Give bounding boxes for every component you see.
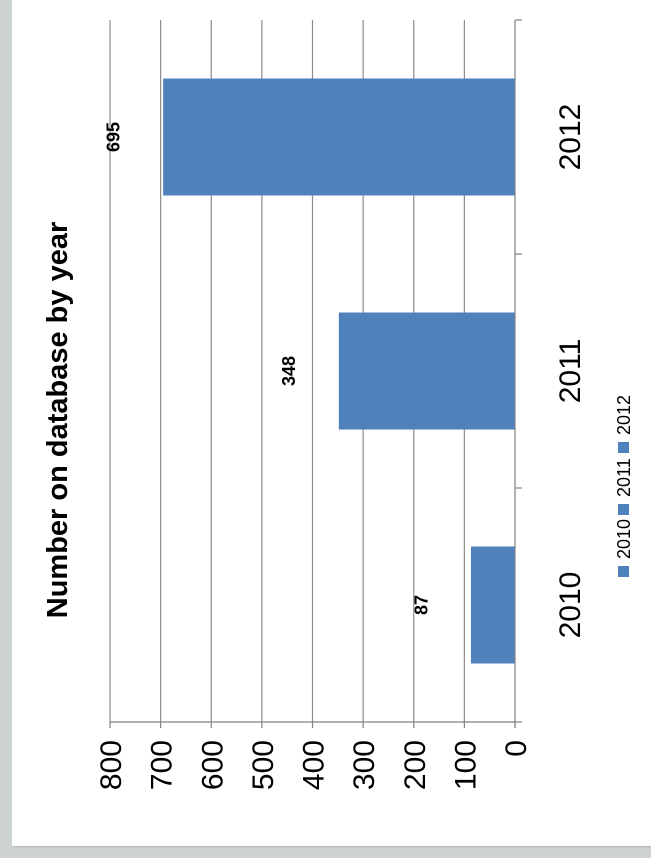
- category-label-2012: 2012: [554, 104, 587, 171]
- value-tick-label: 700: [146, 740, 179, 790]
- chart-title: Number on database by year: [42, 222, 74, 618]
- axes: [109, 19, 522, 728]
- bar-2010: [470, 546, 515, 664]
- category-label-2010: 2010: [554, 572, 587, 639]
- legend: 2010 2011 2012: [614, 395, 634, 577]
- value-tick-label: 0: [500, 740, 533, 757]
- legend-label: 2010: [614, 519, 634, 559]
- category-label-2011: 2011: [554, 339, 587, 404]
- legend-swatch: [618, 566, 629, 577]
- bar-2011: [338, 312, 515, 430]
- value-tick-label: 300: [348, 740, 381, 790]
- bar-2012: [163, 78, 515, 196]
- data-label-2011: 348: [279, 356, 299, 386]
- data-labels: 87 348 695: [104, 122, 432, 615]
- legend-swatch: [618, 504, 629, 515]
- legend-swatch: [618, 442, 629, 453]
- bars: [163, 78, 515, 664]
- data-label-2012: 695: [104, 122, 124, 152]
- value-tick-label: 400: [298, 740, 331, 790]
- value-tick-labels: 0 100 200 300 400 500 600 700 800: [95, 740, 533, 790]
- category-labels: 2010 2011 2012: [554, 104, 587, 639]
- legend-label: 2012: [614, 395, 634, 435]
- data-label-2010: 87: [411, 595, 431, 615]
- value-tick-label: 100: [449, 740, 482, 790]
- value-tick-label: 600: [196, 740, 229, 790]
- legend-label: 2011: [614, 458, 634, 497]
- value-tick-label: 500: [247, 740, 280, 790]
- value-tick-label: 200: [399, 740, 432, 790]
- value-tick-label: 800: [95, 740, 128, 790]
